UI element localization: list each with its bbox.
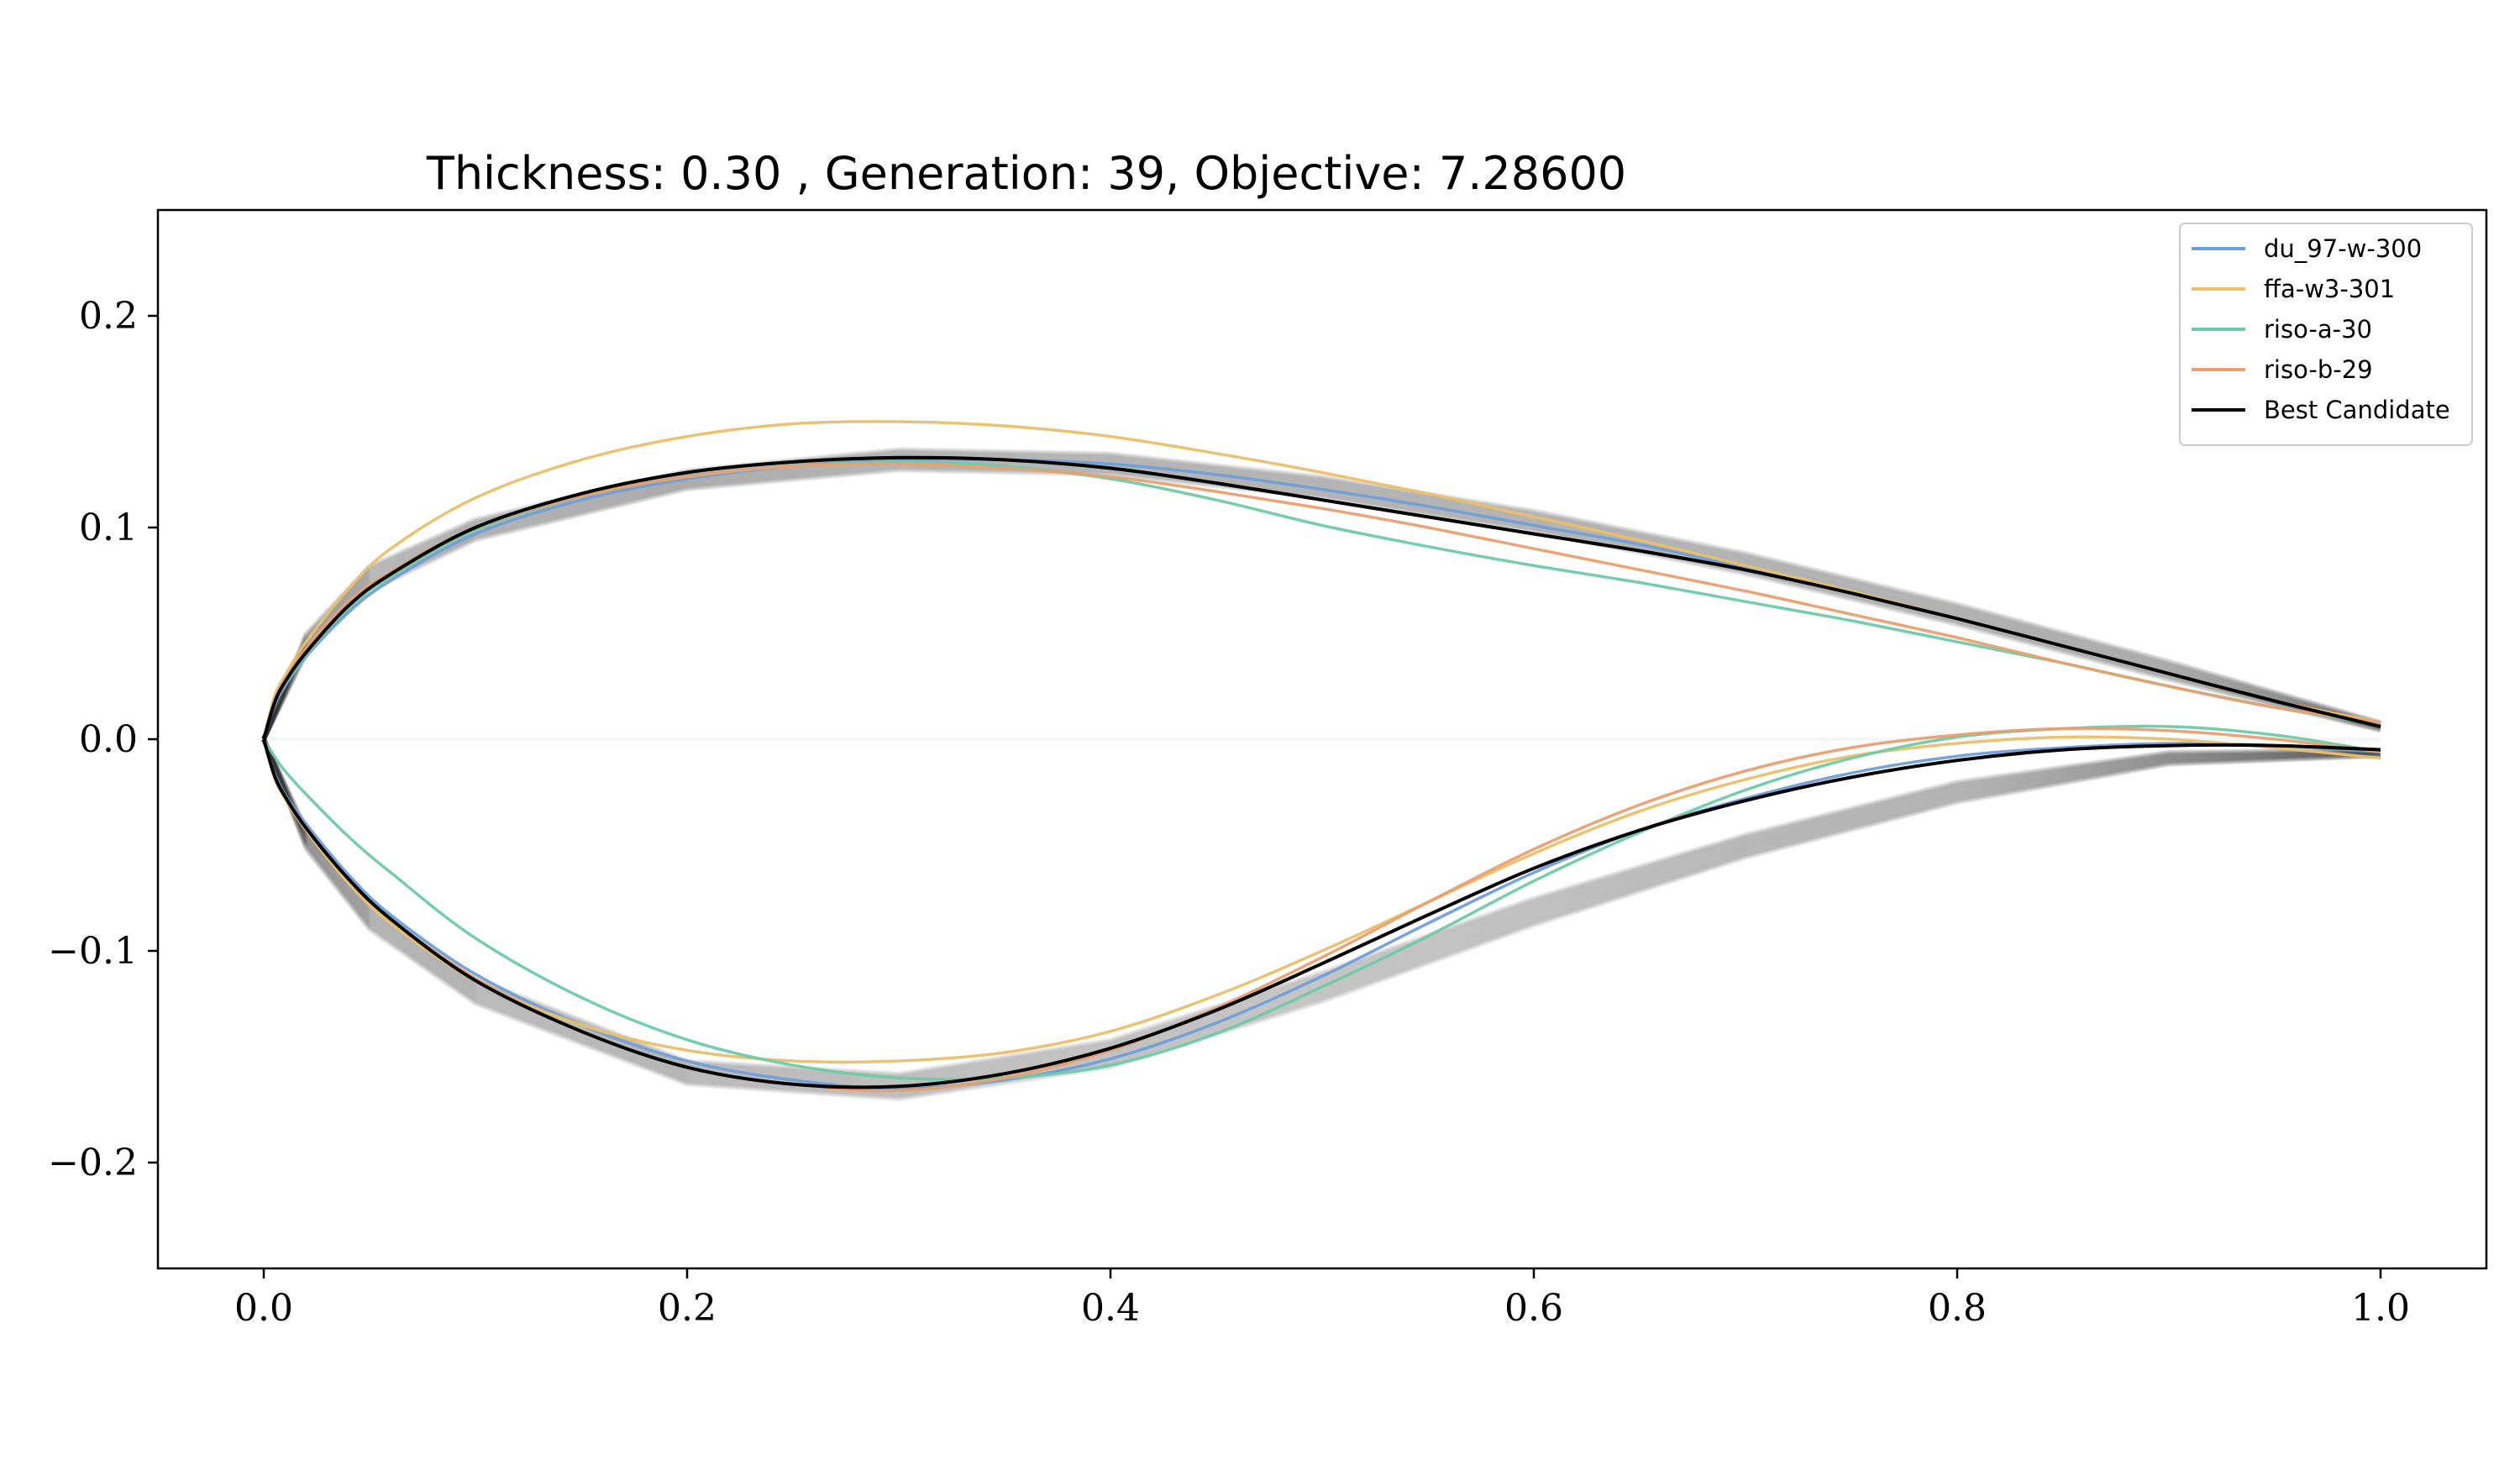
x-tick-label: 0.2: [658, 1287, 717, 1330]
lower-population-line: [261, 738, 2381, 1081]
upper-population-line: [261, 454, 2381, 741]
lower-population-line: [261, 738, 2381, 1097]
plot-area: 0.0 0.2 0.4 0.6 0.8 1.0 −0.2 −0.1 0.0 0.1 0.2 du_97…: [48, 208, 2488, 1330]
lower-population-line: [261, 738, 2381, 1088]
legend-label: Best Candidate: [2264, 396, 2450, 424]
upper-population-line: [261, 454, 2381, 741]
lower-population-line: [261, 738, 2381, 1090]
upper-population-line: [261, 453, 2381, 741]
legend-label: du_97-w-300: [2264, 234, 2422, 263]
series-riso-a-30-upper: [262, 460, 2381, 740]
lower-population-line: [261, 738, 2381, 1082]
legend-label: ffa-w3-301: [2264, 275, 2395, 303]
upper-population-line: [261, 449, 2381, 741]
legend-label: riso-a-30: [2264, 315, 2372, 344]
y-tick-label: 0.0: [79, 718, 138, 761]
legend: du_97-w-300 ffa-w3-301 riso-a-30 riso-b-29 B…: [2179, 223, 2473, 446]
chart-title: Thickness: 0.30 , Generation: 39, Object…: [426, 147, 1626, 200]
data-layer: [261, 420, 2381, 1102]
series-du-97-w-300-lower: [262, 738, 2381, 1090]
y-tick-label: 0.2: [79, 295, 138, 338]
x-tick-label: 0.4: [1081, 1287, 1140, 1330]
lower-population-line: [261, 738, 2381, 1092]
x-tick-label: 0.6: [1504, 1287, 1563, 1330]
x-tick-label: 0.8: [1928, 1287, 1987, 1330]
legend-box: [2179, 223, 2473, 446]
x-tick-label: 1.0: [2351, 1287, 2410, 1330]
upper-population-line: [261, 452, 2381, 741]
upper-population-line: [261, 451, 2381, 741]
y-tick-label: −0.2: [48, 1142, 138, 1184]
legend-label: riso-b-29: [2264, 355, 2373, 384]
series-best-candidate-upper: [262, 455, 2381, 740]
lower-population-line: [261, 738, 2381, 1093]
lower-population-line: [261, 738, 2381, 1089]
series-ffa-w3-301-lower: [262, 735, 2381, 1064]
lower-population-line: [261, 738, 2381, 1098]
lower-population-line: [261, 738, 2381, 1102]
upper-population-line: [261, 450, 2381, 741]
lower-population-line: [261, 738, 2381, 1089]
y-tick-label: 0.1: [79, 507, 138, 549]
upper-population-line: [261, 459, 2381, 741]
series-riso-b-29-upper: [262, 462, 2381, 740]
x-tick-label: 0.0: [234, 1287, 293, 1330]
upper-population-line: [261, 455, 2381, 741]
y-tick-label: −0.1: [48, 930, 138, 973]
lower-population-line: [261, 738, 2381, 1080]
lower-population-line: [261, 738, 2381, 1096]
upper-population-line: [261, 449, 2381, 741]
series-best-candidate-lower: [262, 738, 2381, 1089]
